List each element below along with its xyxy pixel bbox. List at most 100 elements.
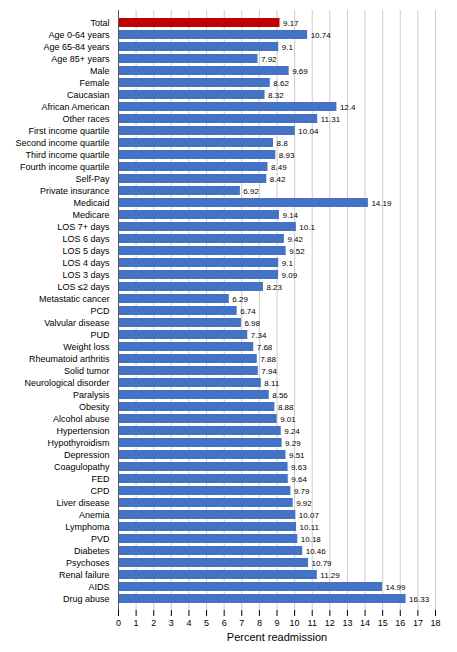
svg-text:1: 1 — [134, 618, 139, 628]
svg-text:Diabetes: Diabetes — [74, 546, 110, 556]
svg-text:16: 16 — [395, 618, 405, 628]
svg-text:9.24: 9.24 — [284, 427, 300, 436]
svg-text:6.29: 6.29 — [232, 295, 248, 304]
svg-text:8.11: 8.11 — [264, 379, 280, 388]
svg-text:Liver disease: Liver disease — [56, 498, 109, 508]
svg-text:Metastatic cancer: Metastatic cancer — [39, 294, 110, 304]
svg-text:Depression: Depression — [64, 450, 110, 460]
svg-text:6.74: 6.74 — [240, 307, 256, 316]
svg-text:Rheumatoid arthritis: Rheumatoid arthritis — [29, 354, 110, 364]
svg-text:LOS 6 days: LOS 6 days — [62, 234, 110, 244]
svg-text:First income quartile: First income quartile — [28, 126, 109, 136]
svg-text:LOS 7+ days: LOS 7+ days — [57, 222, 110, 232]
svg-text:11.29: 11.29 — [320, 571, 340, 580]
svg-text:7.94: 7.94 — [261, 367, 277, 376]
svg-text:Total: Total — [90, 18, 109, 28]
svg-text:Age 65-84 years: Age 65-84 years — [43, 42, 110, 52]
svg-text:Neurological disorder: Neurological disorder — [24, 378, 109, 388]
svg-text:10.11: 10.11 — [300, 523, 320, 532]
svg-text:9.09: 9.09 — [282, 271, 298, 280]
svg-text:AIDS: AIDS — [88, 582, 109, 592]
svg-text:Valvular disease: Valvular disease — [44, 318, 109, 328]
svg-text:PVD: PVD — [91, 534, 110, 544]
svg-text:11.31: 11.31 — [321, 115, 341, 124]
svg-text:2: 2 — [151, 618, 156, 628]
svg-text:10.04: 10.04 — [298, 127, 319, 136]
svg-text:8: 8 — [257, 618, 262, 628]
svg-text:8.56: 8.56 — [272, 391, 288, 400]
svg-text:Renal failure: Renal failure — [59, 570, 110, 580]
svg-text:9.63: 9.63 — [291, 463, 307, 472]
svg-text:Coagulopathy: Coagulopathy — [54, 462, 110, 472]
svg-text:9.79: 9.79 — [294, 487, 310, 496]
svg-text:8.42: 8.42 — [270, 175, 286, 184]
svg-text:Anemia: Anemia — [79, 510, 110, 520]
svg-text:3: 3 — [169, 618, 174, 628]
svg-text:7.34: 7.34 — [251, 331, 267, 340]
svg-text:6.92: 6.92 — [243, 187, 259, 196]
svg-text:9.1: 9.1 — [282, 259, 294, 268]
svg-text:8.88: 8.88 — [278, 403, 294, 412]
svg-text:Drug abuse: Drug abuse — [63, 594, 110, 604]
svg-text:14.99: 14.99 — [385, 583, 406, 592]
svg-text:Age 85+ years: Age 85+ years — [51, 54, 110, 64]
svg-text:9.92: 9.92 — [296, 499, 312, 508]
svg-text:11: 11 — [308, 618, 317, 628]
svg-text:Second income quartile: Second income quartile — [15, 138, 109, 148]
svg-text:8.49: 8.49 — [271, 163, 287, 172]
svg-text:8.8: 8.8 — [276, 139, 288, 148]
svg-text:8.62: 8.62 — [273, 79, 289, 88]
svg-text:Other races: Other races — [62, 114, 110, 124]
svg-text:14: 14 — [360, 618, 370, 628]
svg-text:LOS 4 days: LOS 4 days — [62, 258, 110, 268]
svg-text:14.19: 14.19 — [371, 199, 392, 208]
svg-text:LOS 3 days: LOS 3 days — [62, 270, 110, 280]
svg-text:7: 7 — [239, 618, 244, 628]
svg-text:13: 13 — [342, 618, 352, 628]
svg-text:10.74: 10.74 — [311, 31, 332, 40]
svg-text:CPD: CPD — [90, 486, 110, 496]
svg-text:8.23: 8.23 — [266, 283, 282, 292]
svg-text:0: 0 — [116, 618, 121, 628]
svg-text:8.93: 8.93 — [279, 151, 295, 160]
svg-text:Female: Female — [79, 78, 109, 88]
svg-text:16.33: 16.33 — [409, 595, 430, 604]
svg-text:Third income quartile: Third income quartile — [25, 150, 109, 160]
svg-text:17: 17 — [413, 618, 423, 628]
svg-text:9.29: 9.29 — [285, 439, 301, 448]
svg-text:Psychoses: Psychoses — [66, 558, 110, 568]
svg-text:10.79: 10.79 — [312, 559, 333, 568]
svg-text:Age 0-64 years: Age 0-64 years — [48, 30, 110, 40]
svg-text:Hypertension: Hypertension — [56, 426, 109, 436]
svg-text:Weight loss: Weight loss — [63, 342, 110, 352]
svg-text:Paralysis: Paralysis — [73, 390, 110, 400]
svg-text:9.01: 9.01 — [280, 415, 296, 424]
svg-text:PCD: PCD — [90, 306, 110, 316]
svg-text:Male: Male — [90, 66, 110, 76]
svg-text:6.98: 6.98 — [244, 319, 260, 328]
svg-text:Medicare: Medicare — [72, 210, 109, 220]
svg-text:Solid tumor: Solid tumor — [64, 366, 110, 376]
svg-text:Medicaid: Medicaid — [73, 198, 109, 208]
svg-text:9.64: 9.64 — [291, 475, 307, 484]
svg-text:4: 4 — [186, 618, 191, 628]
svg-text:10.18: 10.18 — [301, 535, 322, 544]
svg-text:9.14: 9.14 — [282, 211, 298, 220]
svg-text:7.92: 7.92 — [261, 55, 277, 64]
svg-text:Fourth income quartile: Fourth income quartile — [20, 162, 110, 172]
svg-text:PUD: PUD — [90, 330, 110, 340]
svg-text:9.52: 9.52 — [289, 247, 305, 256]
svg-text:Hypothyroidism: Hypothyroidism — [47, 438, 109, 448]
svg-text:LOS ≤2 days: LOS ≤2 days — [58, 282, 110, 292]
svg-text:9: 9 — [274, 618, 279, 628]
svg-text:FED: FED — [92, 474, 111, 484]
svg-text:10.07: 10.07 — [299, 511, 320, 520]
svg-text:Obesity: Obesity — [79, 402, 110, 412]
svg-text:8.32: 8.32 — [268, 91, 284, 100]
svg-text:7.68: 7.68 — [257, 343, 273, 352]
svg-text:10: 10 — [290, 618, 300, 628]
svg-text:12.4: 12.4 — [340, 103, 356, 112]
svg-text:7.88: 7.88 — [260, 355, 276, 364]
svg-text:12: 12 — [325, 618, 335, 628]
svg-text:African American: African American — [41, 102, 109, 112]
